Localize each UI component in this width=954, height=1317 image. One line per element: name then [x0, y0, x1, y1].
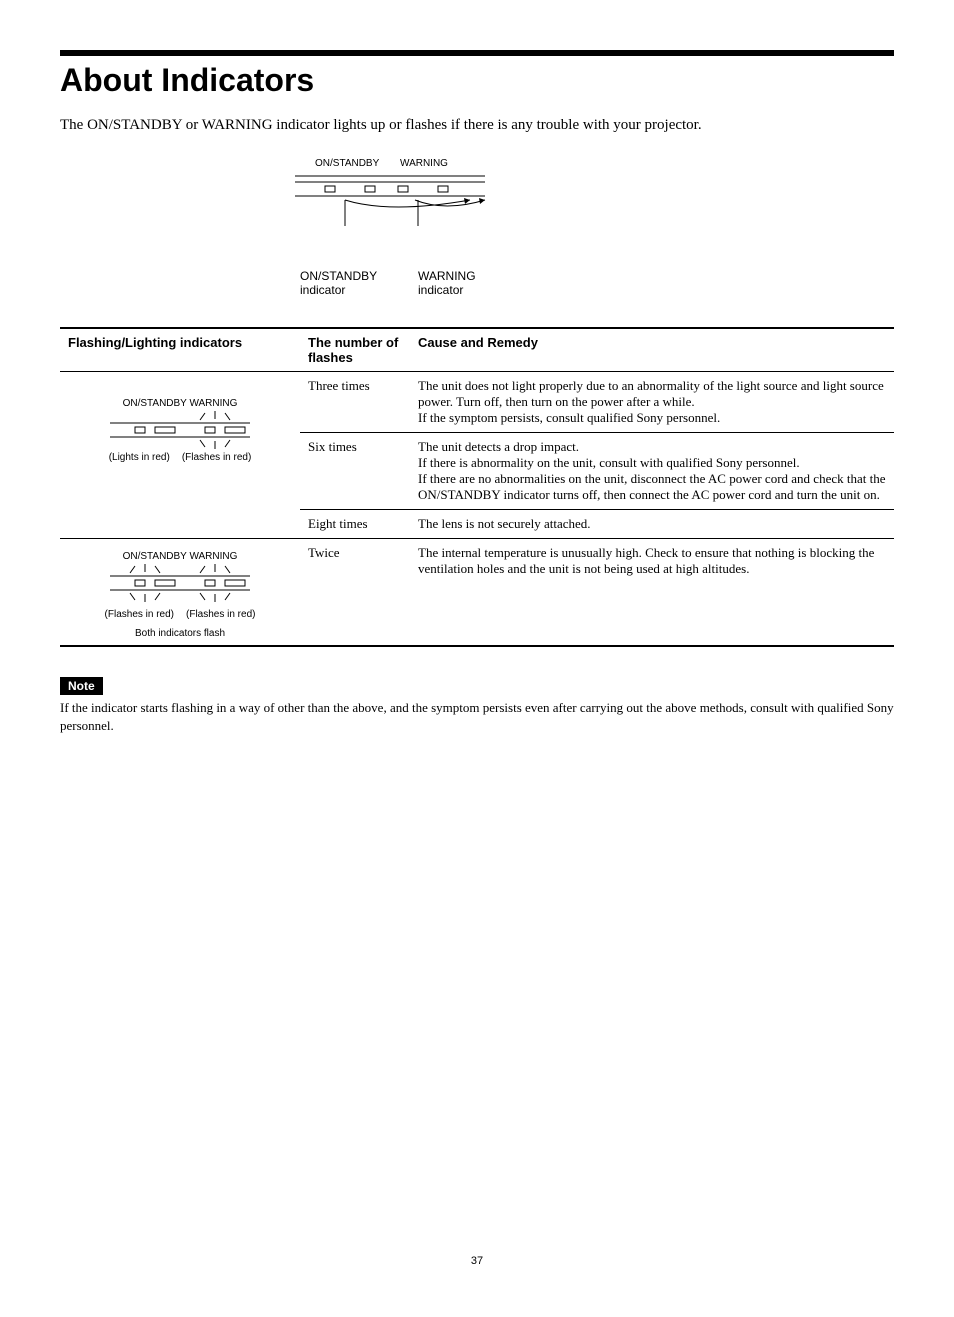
- indicator-state-2: ON/STANDBY WARNING: [60, 539, 300, 647]
- flashes-cell: Three times: [300, 372, 410, 433]
- page-title: About Indicators: [60, 62, 894, 99]
- remedy-cell: The lens is not securely attached.: [410, 510, 894, 539]
- diagram-warning-caption: WARNING indicator: [418, 269, 498, 297]
- remedy-cell: The unit detects a drop impact. If there…: [410, 433, 894, 510]
- flashes-cell: Twice: [300, 539, 410, 647]
- indicator-table: Flashing/Lighting indicators The number …: [60, 327, 894, 647]
- diagram-warning-label: WARNING: [400, 158, 448, 169]
- col-header-flashes: The number of flashes: [300, 328, 410, 372]
- remedy-cell: The unit does not light properly due to …: [410, 372, 894, 433]
- diagram-onstandby-caption: ON/STANDBY indicator: [300, 269, 390, 297]
- diag2-left-caption: (Flashes in red): [105, 609, 174, 620]
- flashes-cell: Eight times: [300, 510, 410, 539]
- diag2-right-caption: (Flashes in red): [186, 609, 255, 620]
- col-header-indicators: Flashing/Lighting indicators: [60, 328, 300, 372]
- flashes-cell: Six times: [300, 433, 410, 510]
- intro-text: The ON/STANDBY or WARNING indicator ligh…: [60, 117, 894, 134]
- diag1-right-caption: (Flashes in red): [182, 452, 251, 463]
- page-number: 37: [60, 1255, 894, 1267]
- note-badge: Note: [60, 677, 103, 695]
- diag2-both-caption: Both indicators flash: [68, 628, 292, 639]
- indicator-diagram: ON/STANDBY WARNING ON/STANDBY indicator …: [270, 154, 550, 297]
- remedy-cell: The internal temperature is unusually hi…: [410, 539, 894, 647]
- diag1-left-caption: (Lights in red): [109, 452, 170, 463]
- note-text: If the indicator starts flashing in a wa…: [60, 699, 894, 735]
- diag2-top-label: ON/STANDBY WARNING: [68, 551, 292, 562]
- indicator-state-1: ON/STANDBY WARNING: [60, 372, 300, 539]
- col-header-remedy: Cause and Remedy: [410, 328, 894, 372]
- diag1-top-label: ON/STANDBY WARNING: [68, 398, 292, 409]
- diagram-onstandby-label: ON/STANDBY: [315, 158, 380, 169]
